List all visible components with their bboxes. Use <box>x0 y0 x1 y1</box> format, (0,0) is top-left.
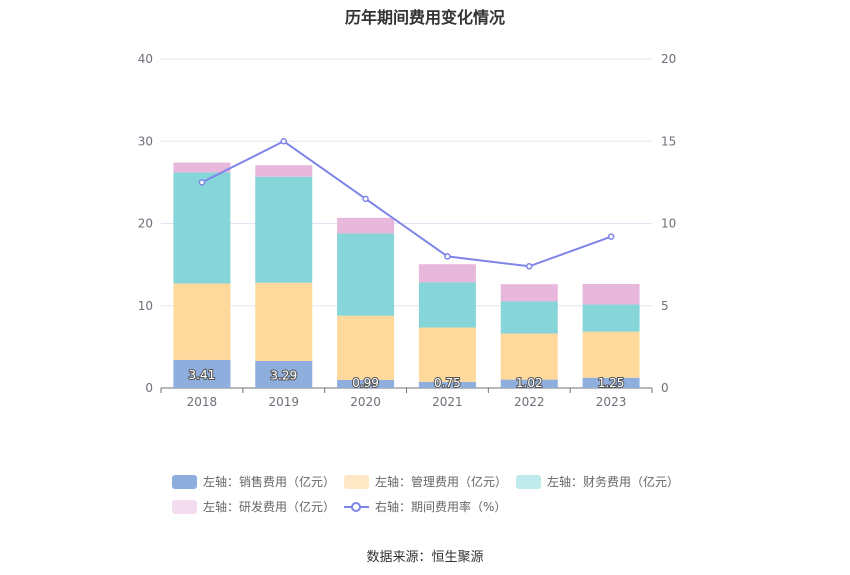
bar-segment <box>418 327 476 382</box>
bar-data-label: 0.75 <box>434 376 461 390</box>
bar-segment <box>418 381 476 388</box>
left-axis-tick-label: 10 <box>138 299 153 313</box>
left-axis-tick-label: 40 <box>138 52 153 66</box>
expense-ratio-point <box>444 253 451 260</box>
legend-line-icon <box>344 500 369 514</box>
expense-ratio-point <box>362 195 369 203</box>
bar-segment <box>500 379 558 388</box>
bar-segment <box>337 379 395 388</box>
legend-label-rnd: 左轴：研发费用（亿元） <box>203 500 336 514</box>
left-axis-tick-label: 30 <box>138 134 153 148</box>
bar-data-label: 1.25 <box>598 376 625 390</box>
legend-label-admin: 左轴：管理费用（亿元） <box>375 475 508 489</box>
data-source: 数据来源：恒生聚源 <box>366 550 484 565</box>
bar-segment <box>418 282 476 328</box>
bar-segment <box>337 217 395 234</box>
legend-item-sales[interactable]: 左轴：销售费用（亿元） <box>172 473 335 490</box>
bar-segment <box>500 301 558 334</box>
bar-segment <box>173 283 231 360</box>
bar-segment <box>173 162 231 173</box>
legend-item-admin[interactable]: 左轴：管理费用（亿元） <box>344 473 507 490</box>
bar-segment <box>582 377 640 388</box>
expense-ratio-line <box>201 140 612 268</box>
bar-segment <box>255 165 313 177</box>
bar-segment <box>500 333 558 380</box>
x-axis-tick-label: 2019 <box>268 395 299 409</box>
bar-segment <box>173 359 231 388</box>
chart-canvas: 0 10 20 30 40 0 5 10 15 20 2018 2019 2020 2021 2022 202… <box>138 52 677 409</box>
legend-item-expense-ratio[interactable]: 右轴：期间费用率（%） <box>344 498 506 515</box>
bar-segment <box>582 283 640 305</box>
legend-label-expense-ratio: 右轴：期间费用率（%） <box>375 500 507 514</box>
legend-label-sales: 左轴：销售费用（亿元） <box>203 475 336 489</box>
bar-segment <box>337 233 395 316</box>
right-axis-tick-label: 10 <box>661 217 676 231</box>
right-axis-tick-label: 0 <box>661 381 669 395</box>
x-axis-tick-label: 2020 <box>350 395 381 409</box>
left-axis-tick-label: 0 <box>145 381 153 395</box>
legend-swatch-admin <box>344 474 369 489</box>
bar-data-label: 1.02 <box>516 376 543 390</box>
bar-data-label: 0.99 <box>352 376 379 390</box>
x-axis-tick-label: 2018 <box>187 395 218 409</box>
bar-segment <box>500 284 558 302</box>
bar-data-label: 3.29 <box>270 368 297 382</box>
bar-segment <box>418 264 476 283</box>
expense-ratio-point <box>526 263 533 270</box>
x-axis-tick-label: 2022 <box>514 395 545 409</box>
bar-segment <box>173 172 231 284</box>
bar-segment <box>255 360 313 388</box>
legend-label-finance: 左轴：财务费用（亿元） <box>547 475 680 489</box>
bar-segment <box>582 331 640 378</box>
expense-ratio-point <box>280 138 287 145</box>
bar-segment <box>337 315 395 380</box>
legend-swatch-rnd <box>172 499 197 514</box>
right-axis-tick-label: 20 <box>661 52 676 66</box>
right-axis-tick-label: 5 <box>661 299 669 313</box>
expense-ratio-point <box>198 179 206 186</box>
left-axis-tick-label: 20 <box>138 217 153 231</box>
bar-segment <box>582 304 640 332</box>
bar-segment <box>255 176 313 283</box>
bar-segment <box>255 282 313 361</box>
legend-item-rnd[interactable]: 左轴：研发费用（亿元） <box>172 498 335 515</box>
legend-item-finance[interactable]: 左轴：财务费用（亿元） <box>516 473 679 490</box>
x-axis-tick-label: 2023 <box>596 395 627 409</box>
legend-swatch-sales <box>172 474 197 489</box>
bar-data-label: 3.41 <box>189 368 216 382</box>
x-axis-tick-label: 2021 <box>432 395 463 409</box>
expense-ratio-point <box>607 233 615 240</box>
chart-title: 历年期间费用变化情况 <box>344 8 505 27</box>
legend-swatch-finance <box>516 474 541 489</box>
right-axis-tick-label: 15 <box>661 134 676 148</box>
